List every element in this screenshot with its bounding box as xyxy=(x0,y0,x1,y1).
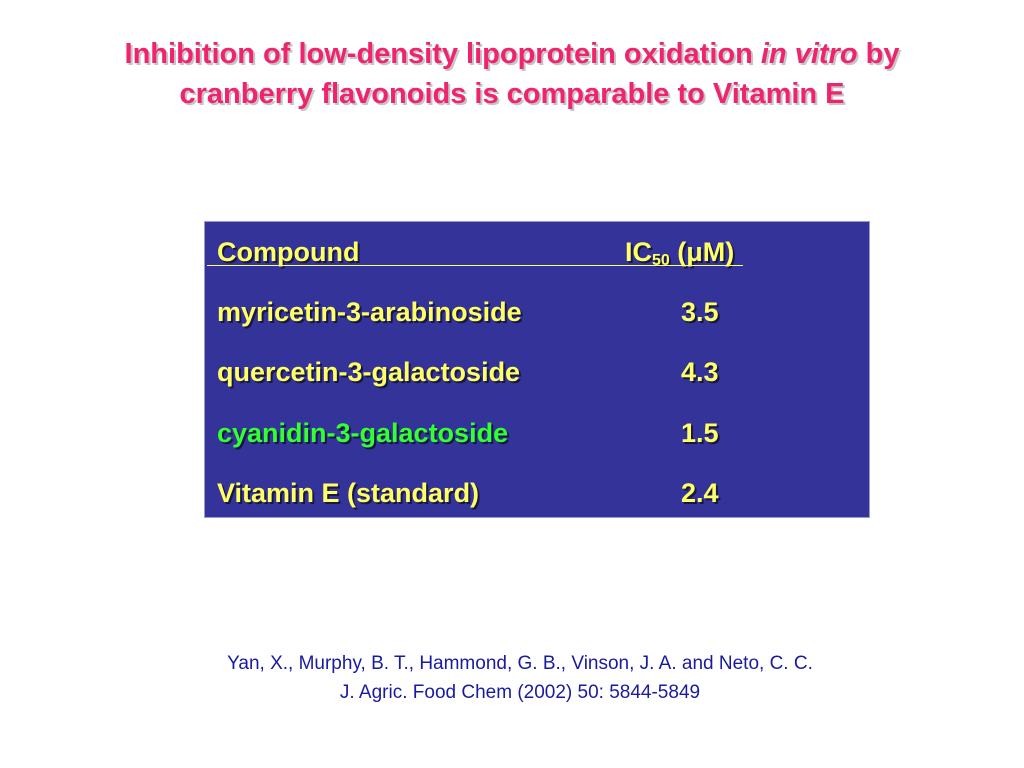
compound-name: Vitamin E (standard) xyxy=(217,478,480,508)
header-ic50: IC50 (μM) xyxy=(625,235,734,269)
title-line-1: Inhibition of low-density lipoprotein ox… xyxy=(0,34,1024,74)
compound-name: cyanidin-3-galactoside xyxy=(217,418,509,448)
header-underline xyxy=(207,265,743,266)
ic50-value: 2.4 xyxy=(681,478,719,508)
header-compound: Compound xyxy=(217,237,360,267)
table-header-row: Compound IC50 (μM) xyxy=(217,235,857,269)
header-ic-subscript: 50 xyxy=(652,252,670,269)
title-text-end: by xyxy=(857,38,900,70)
ic50-value: 1.5 xyxy=(681,418,719,448)
table-row: myricetin-3-arabinoside 3.5 xyxy=(217,295,857,329)
table-row: quercetin-3-galactoside 4.3 xyxy=(217,355,857,389)
citation-journal: J. Agric. Food Chem (2002) 50: 5844-5849 xyxy=(339,682,701,703)
table-row-highlighted: cyanidin-3-galactoside 1.5 xyxy=(217,416,857,450)
ic50-table: Compound IC50 (μM) myricetin-3-arabinosi… xyxy=(204,221,870,518)
citation-authors: Yan, X., Murphy, B. T., Hammond, G. B., … xyxy=(227,653,813,674)
title-italic-text: in vitro xyxy=(760,38,858,70)
compound-name: quercetin-3-galactoside xyxy=(217,357,521,387)
compound-name: myricetin-3-arabinoside xyxy=(217,297,522,327)
header-ic-label: IC xyxy=(625,237,652,267)
header-ic-unit: (μM) xyxy=(669,237,735,267)
title-line-2: cranberry flavonoids is comparable to Vi… xyxy=(179,78,845,110)
slide-title: Inhibition of low-density lipoprotein ox… xyxy=(0,34,1024,114)
ic50-value: 4.3 xyxy=(681,357,719,387)
title-text: Inhibition of low-density lipoprotein ox… xyxy=(124,38,761,70)
table-row: Vitamin E (standard) 2.4 xyxy=(217,476,857,510)
ic50-value: 3.5 xyxy=(681,297,719,327)
citation: Yan, X., Murphy, B. T., Hammond, G. B., … xyxy=(0,649,1024,707)
